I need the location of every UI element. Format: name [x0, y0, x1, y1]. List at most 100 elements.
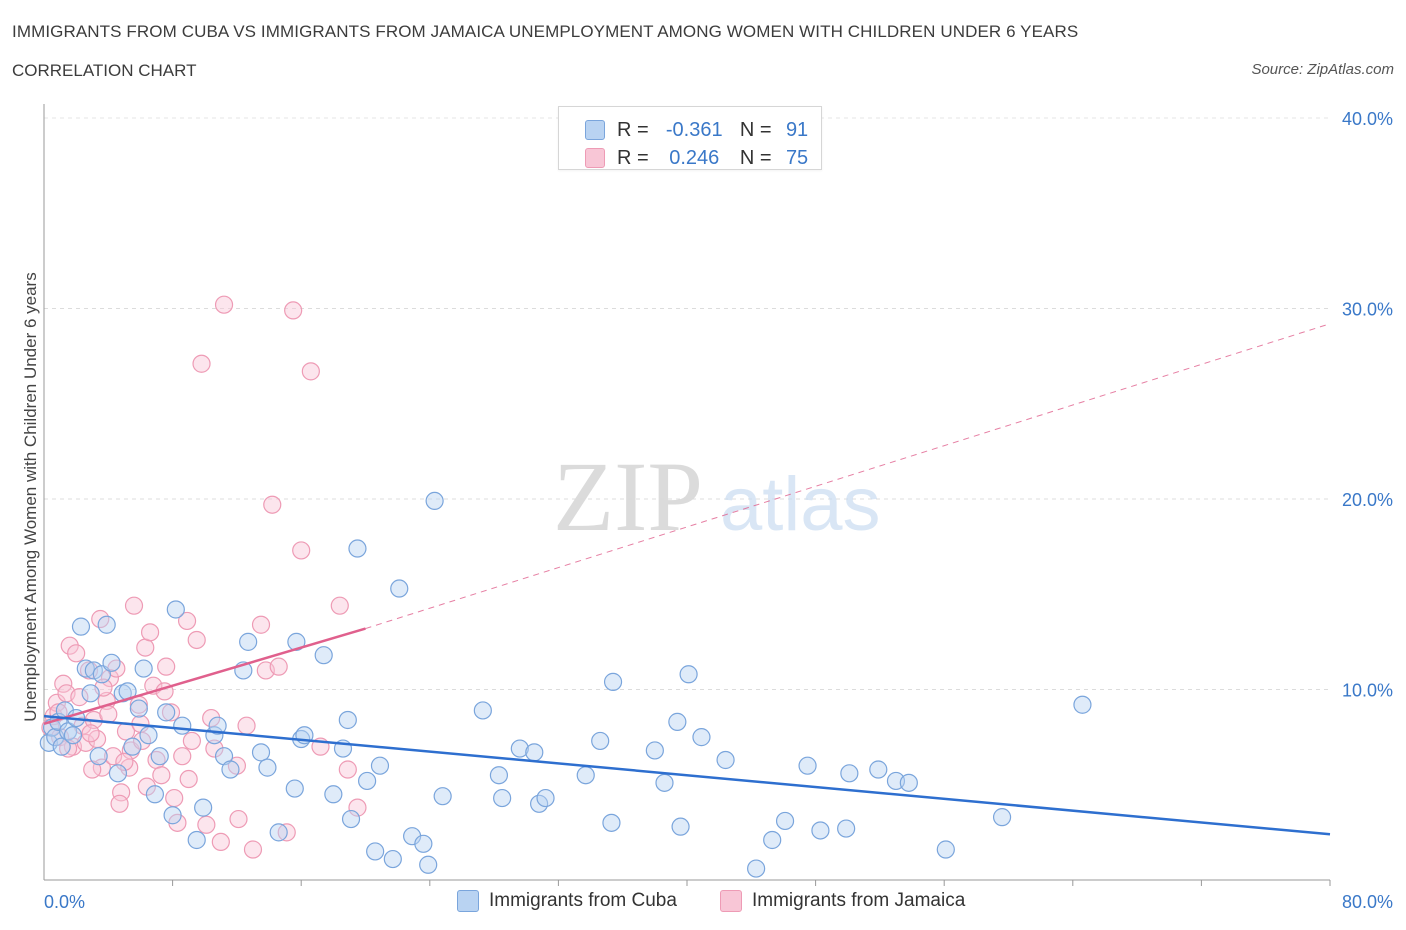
- cuba-point: [692, 728, 711, 747]
- cuba-point: [591, 731, 610, 751]
- cuba-point: [338, 710, 357, 730]
- jamaica-point: [60, 636, 79, 655]
- r-label: R =: [617, 118, 649, 141]
- cuba-point: [433, 787, 452, 806]
- cuba-point: [370, 756, 390, 775]
- jamaica-point: [70, 688, 89, 707]
- cuba-point: [576, 766, 595, 785]
- cuba-point: [992, 808, 1012, 827]
- cuba-point: [134, 659, 153, 678]
- y-tick-label: 40.0%: [1342, 109, 1393, 129]
- legend-cuba-label: Immigrants from Cuba: [489, 890, 677, 911]
- jamaica-point: [115, 752, 134, 771]
- jamaica-point: [157, 657, 176, 676]
- cuba-point: [348, 539, 367, 558]
- cuba-point: [102, 653, 121, 672]
- y-axis-title: Unemployment Among Women with Children U…: [21, 272, 40, 722]
- cuba-point: [510, 739, 529, 758]
- cuba-point: [258, 758, 277, 777]
- cuba-point: [285, 779, 304, 798]
- jamaica-point: [284, 301, 303, 320]
- axes: [43, 104, 1331, 886]
- x-tick-label-left: 0.0%: [44, 892, 85, 912]
- cuba-point: [390, 579, 409, 598]
- jamaica-point: [301, 362, 320, 381]
- jamaica-point: [348, 798, 367, 817]
- jamaica-point: [192, 354, 211, 373]
- cuba-swatch: [585, 120, 605, 140]
- jamaica-point: [99, 705, 118, 724]
- cuba-point: [194, 798, 213, 817]
- legend-row-jamaica: R = 0.246 N = 75: [585, 147, 817, 169]
- jamaica-n-value: 75: [785, 146, 809, 169]
- jamaica-swatch: [585, 148, 605, 168]
- jamaica-point: [81, 724, 100, 743]
- tick-labels: 10.0% 20.0% 30.0% 40.0% 0.0% 80.0%: [44, 109, 1393, 912]
- r-label: R =: [617, 146, 649, 169]
- cuba-point: [166, 600, 185, 619]
- cuba-point: [157, 703, 176, 722]
- jamaica-point: [54, 674, 73, 693]
- cuba-point: [679, 665, 698, 684]
- y-tick-label: 20.0%: [1342, 490, 1393, 510]
- cuba-swatch: [457, 890, 479, 912]
- chart-title: IMMIGRANTS FROM CUBA VS IMMIGRANTS FROM …: [12, 22, 1079, 41]
- cuba-point: [419, 855, 438, 874]
- jamaica-point: [202, 708, 221, 728]
- x-tick-label-right: 80.0%: [1342, 892, 1393, 912]
- jamaica-point: [338, 760, 357, 779]
- jamaica-point: [187, 630, 206, 650]
- cuba-point: [763, 830, 782, 850]
- cuba-trend-line: [43, 714, 1331, 836]
- jamaica-trend-line: [43, 627, 366, 725]
- jamaica-point: [140, 623, 160, 642]
- cuba-point: [187, 830, 206, 850]
- jamaica-point: [112, 783, 131, 802]
- grid-lines: [44, 117, 1330, 690]
- n-label: N =: [739, 146, 772, 169]
- y-tick-label: 30.0%: [1342, 300, 1393, 320]
- cuba-point: [837, 819, 856, 838]
- cuba-point: [536, 788, 555, 808]
- jamaica-point: [330, 596, 349, 615]
- y-tick-label: 10.0%: [1342, 681, 1393, 701]
- legend-row-cuba: R = -0.361 N = 91: [585, 119, 817, 141]
- legend-item-cuba[interactable]: Immigrants from Cuba: [457, 890, 677, 912]
- watermark-zip: ZIP: [553, 441, 703, 552]
- cuba-point: [899, 773, 918, 792]
- cuba-point: [645, 741, 664, 760]
- jamaica-point: [211, 832, 230, 852]
- cuba-point: [493, 788, 512, 808]
- jamaica-point: [251, 615, 271, 634]
- jamaica-point: [263, 495, 282, 514]
- cuba-point: [221, 760, 240, 779]
- correlation-legend: R = -0.361 N = 91 R = 0.246 N = 75: [558, 106, 822, 170]
- source-label: Source: ZipAtlas.com: [1251, 61, 1394, 78]
- cuba-point: [269, 823, 288, 842]
- legend-jamaica-label: Immigrants from Jamaica: [752, 890, 966, 911]
- cuba-point: [525, 743, 544, 762]
- cuba-point: [239, 632, 258, 651]
- cuba-point: [489, 766, 509, 785]
- cuba-point: [97, 615, 116, 634]
- jamaica-point: [237, 716, 256, 735]
- cuba-point: [314, 646, 333, 665]
- cuba-point: [52, 737, 71, 756]
- legend-item-jamaica[interactable]: Immigrants from Jamaica: [720, 890, 965, 912]
- jamaica-point: [269, 657, 288, 676]
- n-label: N =: [739, 118, 772, 141]
- jamaica-point: [182, 731, 201, 751]
- chart-subtitle: CORRELATION CHART: [12, 61, 197, 80]
- jamaica-point: [179, 769, 198, 789]
- cuba-point: [129, 699, 148, 718]
- cuba-point: [173, 716, 192, 735]
- cuba-point: [668, 712, 687, 731]
- cuba-r-value: -0.361: [665, 118, 723, 141]
- jamaica-point: [292, 541, 311, 560]
- cuba-point: [840, 764, 859, 783]
- cuba-point: [358, 771, 377, 791]
- jamaica-point: [161, 703, 181, 722]
- cuba-point: [324, 785, 343, 804]
- cuba-point: [366, 842, 385, 861]
